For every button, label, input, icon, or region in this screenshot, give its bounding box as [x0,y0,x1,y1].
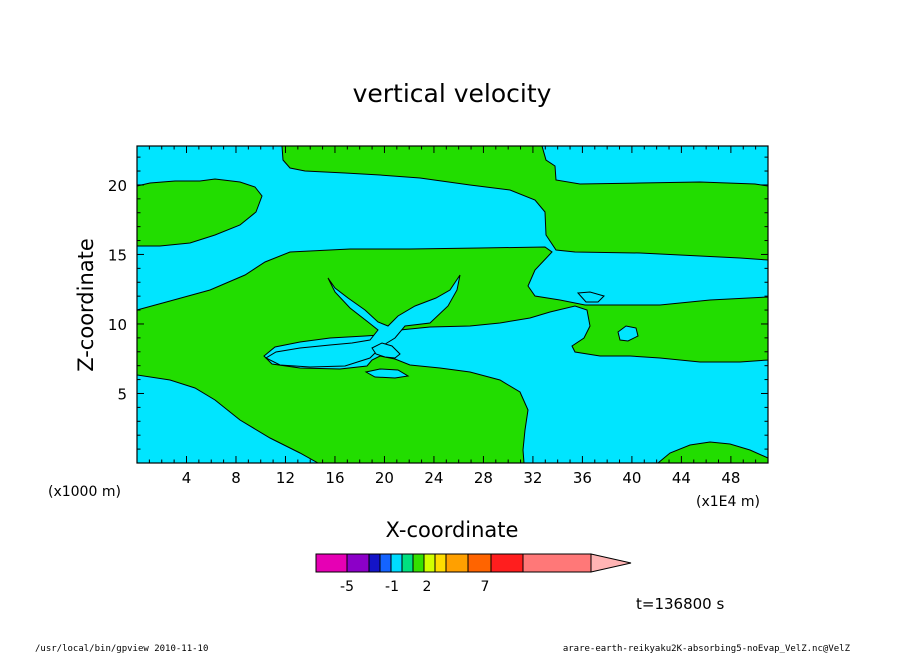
colorbar-segment [423,553,436,573]
y-scale-note: (x1000 m) [48,484,121,500]
x-tick-label: 24 [424,469,443,487]
positive-region-top-middle [281,145,769,261]
positive-region-central [136,246,769,464]
x-tick-label: 8 [231,469,241,487]
time-label: t=136800 s [636,595,724,613]
negative-island-small [371,342,401,359]
y-tick-label: 20 [108,177,127,195]
x-tick-label: 48 [721,469,740,487]
y-axis-label: Z-coordinate [74,238,98,372]
x-tick-label: 4 [182,469,192,487]
y-tick-label: 10 [108,316,127,334]
x-tick-label: 28 [474,469,493,487]
y-tick-label: 15 [108,246,127,264]
colorbar-segment [315,553,348,573]
x-scale-note: (x1E4 m) [696,494,760,510]
negative-island-bowtie [264,274,461,368]
colorbar-segment [346,553,370,573]
x-tick-label: 16 [325,469,344,487]
colorbar-tick-label: -1 [385,579,399,595]
colorbar-segment [467,553,492,573]
colorbar-labels: -5 -1 2 7 [340,579,489,595]
colorbar-segment [490,553,524,573]
x-tick-label: 44 [672,469,691,487]
x-tick-label: 32 [523,469,542,487]
x-tick-label: 40 [622,469,641,487]
x-tick-label: 20 [375,469,394,487]
colorbar-segment [445,553,469,573]
negative-island-right-b [617,325,639,342]
y-axis-ticks: 5 10 15 20 [108,156,768,450]
colorbar-tick-label: -5 [340,579,354,595]
negative-islands [264,274,639,379]
colorbar-segment [379,553,392,573]
negative-island-right-a [576,291,605,303]
colorbar-segment [434,553,447,573]
footer-left: /usr/local/bin/gpview 2010-11-10 [35,644,208,654]
colorbar-tick-label: 2 [423,579,432,595]
positive-region-top-left [136,178,263,247]
x-axis-ticks: 4 8 12 16 20 24 28 32 36 40 44 48 [148,146,757,487]
colorbar-tick-label: 7 [481,579,490,595]
colorbar-segment [412,553,425,573]
colorbar-segment [401,553,414,573]
y-tick-label: 5 [117,385,127,403]
footer-right: arare-earth-reikyaku2K-absorbing5-noEvap… [563,644,851,654]
chart-title: vertical velocity [353,79,552,108]
x-tick-label: 12 [276,469,295,487]
colorbar-segment [368,553,381,573]
colorbar-segment [522,553,592,573]
x-axis-label: X-coordinate [386,518,519,542]
colorbar-arrow [590,553,632,573]
plot-frame [136,145,769,464]
negative-island-low [364,368,410,379]
colorbar [315,553,632,573]
colorbar-segment [390,553,403,573]
x-tick-label: 36 [573,469,592,487]
